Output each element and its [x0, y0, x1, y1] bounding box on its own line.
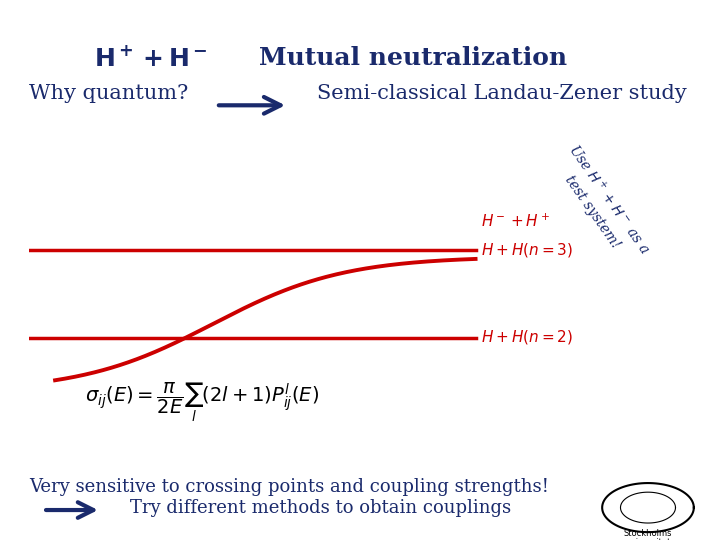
- Text: Mutual neutralization: Mutual neutralization: [259, 46, 567, 70]
- Text: Semi-classical Landau-Zener study: Semi-classical Landau-Zener study: [317, 84, 687, 103]
- Text: Try different methods to obtain couplings: Try different methods to obtain coupling…: [130, 499, 510, 517]
- Text: Why quantum?: Why quantum?: [29, 84, 188, 103]
- Text: Stockholms: Stockholms: [624, 529, 672, 538]
- Text: $H^- +H^+$: $H^- +H^+$: [481, 213, 550, 230]
- Text: Use $H^+ + H^-$ as a
test system!: Use $H^+ + H^-$ as a test system!: [549, 141, 653, 269]
- Text: Very sensitive to crossing points and coupling strengths!: Very sensitive to crossing points and co…: [29, 478, 549, 496]
- Text: $\sigma_{ij}(E) = \dfrac{\pi}{2E} \sum_{l} (2l+1) P^{l}_{ij}(E)$: $\sigma_{ij}(E) = \dfrac{\pi}{2E} \sum_{…: [84, 381, 319, 424]
- Text: universitet: universitet: [625, 538, 670, 540]
- Text: $H+H(n=2)$: $H+H(n=2)$: [481, 328, 573, 347]
- Text: $\mathbf{H^+ + H^-}$: $\mathbf{H^+ + H^-}$: [94, 46, 207, 71]
- Text: $H+H(n=3)$: $H+H(n=3)$: [481, 241, 573, 259]
